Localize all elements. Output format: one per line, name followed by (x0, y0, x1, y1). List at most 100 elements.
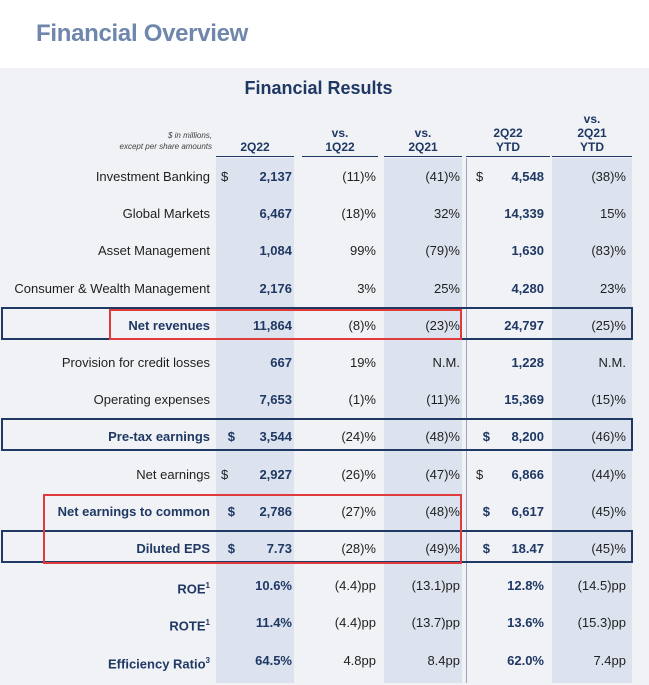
value-2q22-ytd: 6,617 (511, 503, 544, 519)
row-label: ROTE1 (169, 604, 210, 641)
header-rule (466, 156, 550, 157)
value-vs-1q22: (4.4)pp (334, 578, 376, 594)
value-vs-1q22: (26)% (341, 466, 376, 482)
currency-symbol: $ (221, 169, 229, 184)
value-2q22-ytd: 15,369 (504, 392, 544, 408)
value-2q22: 7,653 (259, 392, 292, 408)
currency-symbol: $ (476, 466, 484, 482)
col-header-2q22-ytd: 2Q22 YTD (493, 126, 523, 154)
currency-symbol: $ (221, 466, 229, 482)
value-vs-1q22: (24)% (341, 429, 376, 445)
value-2q22: 11,864 (252, 317, 292, 333)
header-rule (216, 156, 294, 157)
value-vs-2q21-ytd: 15% (599, 206, 626, 222)
table-row: Consumer & Wealth Management 2,176 3% 25% 4,… (0, 270, 649, 307)
value-vs-2q21: 32% (433, 206, 460, 222)
net-revenues-red-highlight (109, 309, 462, 340)
row-label: Pre-tax earnings (108, 429, 210, 445)
value-vs-2q21: (48)% (425, 503, 460, 519)
value-vs-2q21: (11)% (426, 392, 460, 408)
value-2q22-ytd: 4,548 (511, 169, 544, 184)
value-vs-1q22: (28)% (341, 541, 376, 556)
value-2q22: 6,467 (259, 206, 292, 222)
value-2q22-ytd: 13.6% (507, 615, 544, 631)
value-vs-2q21: 25% (433, 280, 460, 296)
row-label: Net earnings to common (57, 503, 210, 519)
value-vs-1q22: (4.4)pp (334, 615, 376, 631)
table-row: ROTE1 11.4% (4.4)pp (13.7)pp 13.6% (15.3)pp (0, 604, 649, 641)
table-row: Pre-tax earnings $3,544 (24)% (48)% $8,200 (4… (0, 418, 649, 455)
value-2q22: 10.6% (255, 578, 292, 594)
column-divider (466, 158, 467, 683)
row-label-text: ROTE (169, 618, 206, 634)
row-label: Operating expenses (93, 392, 210, 408)
table-row: Net earnings $2,927 (26)% (47)% $6,866 (44)% (0, 456, 649, 493)
value-2q22: 2,176 (259, 280, 292, 296)
value-vs-2q21-ytd: N.M. (598, 355, 626, 370)
value-vs-1q22: 4.8pp (343, 652, 376, 668)
table-row: ROE1 10.6% (4.4)pp (13.1)pp 12.8% (14.5)pp (0, 567, 649, 604)
value-vs-2q21-ytd: (15.3)pp (577, 615, 626, 631)
row-label: Global Markets (122, 206, 210, 222)
col-header-vs-1q22: vs. 1Q22 (325, 126, 355, 154)
row-label: Diluted EPS (136, 541, 210, 556)
currency-symbol: $ (227, 541, 235, 556)
currency-symbol: $ (227, 503, 235, 519)
value-2q22-ytd: 62.0% (507, 652, 544, 668)
footnote-marker: 3 (205, 655, 210, 665)
value-2q22: 7.73 (266, 541, 292, 556)
value-2q22-ytd: 1,228 (511, 355, 544, 370)
table-row: Provision for credit losses 667 19% N.M. 1,2… (0, 344, 649, 381)
financial-results-panel (0, 68, 649, 685)
footnote-marker: 1 (205, 618, 210, 628)
header-rule (384, 156, 462, 157)
table-row: Operating expenses 7,653 (1)% (11)% 15,369 (1… (0, 381, 649, 418)
footnote-marker: 1 (205, 581, 210, 591)
value-vs-2q21: (23)% (425, 317, 460, 333)
header-rule (552, 156, 632, 157)
row-label: Investment Banking (95, 169, 210, 184)
value-2q22-ytd: 18.47 (511, 541, 544, 556)
table-row: Net earnings to common $2,786 (27)% (48)% $6… (0, 493, 649, 530)
header-rule (302, 156, 378, 157)
value-vs-2q21-ytd: (15)% (591, 392, 626, 408)
value-vs-1q22: (8)% (348, 317, 376, 333)
value-vs-1q22: (27)% (341, 503, 376, 519)
value-2q22: 11.4% (255, 615, 292, 631)
table-row: Asset Management 1,084 99% (79)% 1,630 (83)% (0, 232, 649, 269)
row-label: Asset Management (97, 243, 210, 259)
value-2q22: 2,786 (259, 503, 292, 519)
value-vs-2q21: (79)% (425, 243, 460, 259)
table-row: Diluted EPS $7.73 (28)% (49)% $18.47 (45)% (0, 530, 649, 567)
value-2q22-ytd: 14,339 (504, 206, 544, 222)
value-vs-2q21: (41)% (425, 169, 460, 184)
value-vs-2q21-ytd: (45)% (591, 503, 626, 519)
value-2q22: 64.5% (255, 652, 292, 668)
column-band-vs-2q21 (384, 158, 462, 683)
table-row: Efficiency Ratio3 64.5% 4.8pp 8.4pp 62.0% 7.4… (0, 642, 649, 679)
value-vs-1q22: (18)% (341, 206, 376, 222)
col-header-2q22: 2Q22 (240, 140, 270, 154)
column-band-2q22 (216, 158, 294, 683)
col-header-vs-2q21-ytd: vs. 2Q21 YTD (577, 112, 607, 154)
value-vs-2q21: N.M. (432, 355, 460, 370)
row-label: Consumer & Wealth Management (14, 280, 210, 296)
row-label-text: Efficiency Ratio (108, 655, 206, 671)
value-vs-2q21-ytd: (46)% (591, 429, 626, 445)
column-band-vs-2q21-ytd (552, 158, 632, 683)
value-vs-2q21-ytd: (83)% (591, 243, 626, 259)
row-label: Net earnings (136, 466, 210, 482)
units-note: $ in millions, except per share amounts (119, 131, 213, 151)
value-vs-1q22: 19% (349, 355, 376, 370)
table-row: Net revenues 11,864 (8)% (23)% 24,797 (25)% (0, 307, 649, 344)
table-title: Financial Results (244, 78, 393, 98)
value-2q22-ytd: 4,280 (511, 280, 544, 296)
table-row: Investment Banking $2,137 (11)% (41)% $4,548… (0, 158, 649, 195)
value-vs-2q21: (49)% (425, 541, 460, 556)
row-label: Efficiency Ratio3 (108, 642, 210, 679)
value-vs-2q21: (47)% (425, 466, 460, 482)
value-vs-1q22: 99% (349, 243, 376, 259)
value-vs-2q21-ytd: (45)% (591, 541, 626, 556)
table-row: Global Markets 6,467 (18)% 32% 14,339 15% (0, 195, 649, 232)
value-vs-2q21-ytd: (38)% (591, 169, 626, 184)
